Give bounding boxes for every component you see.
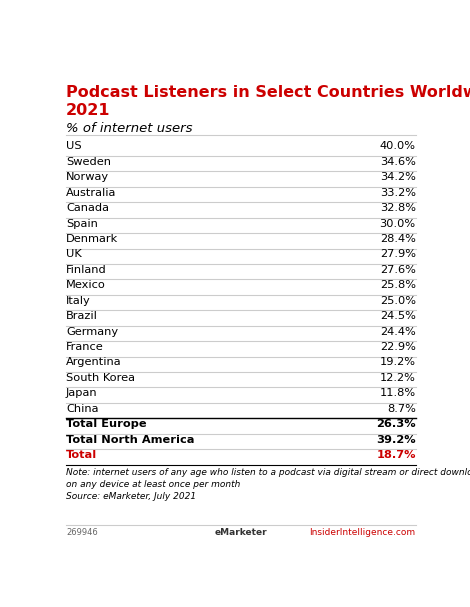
Text: eMarketer: eMarketer [215,528,267,537]
Text: InsiderIntelligence.com: InsiderIntelligence.com [310,528,415,537]
Text: Japan: Japan [66,388,98,398]
Text: Total: Total [66,450,97,460]
Text: China: China [66,404,99,413]
Text: Australia: Australia [66,188,117,198]
Text: Brazil: Brazil [66,311,98,321]
Text: Argentina: Argentina [66,358,122,367]
Text: Total North America: Total North America [66,435,195,444]
Text: US: US [66,141,82,152]
Text: 33.2%: 33.2% [380,188,415,198]
Text: Mexico: Mexico [66,280,106,290]
Text: 34.2%: 34.2% [380,172,415,182]
Text: 8.7%: 8.7% [387,404,415,413]
Text: 11.8%: 11.8% [380,388,415,398]
Text: 22.9%: 22.9% [380,342,415,352]
Text: 269946: 269946 [66,528,98,537]
Text: 26.3%: 26.3% [376,419,415,429]
Text: Norway: Norway [66,172,109,182]
Text: 32.8%: 32.8% [380,203,415,213]
Text: Canada: Canada [66,203,109,213]
Text: 39.2%: 39.2% [376,435,415,444]
Text: 19.2%: 19.2% [380,358,415,367]
Text: 30.0%: 30.0% [380,219,415,229]
Text: 27.6%: 27.6% [380,265,415,275]
Text: Finland: Finland [66,265,107,275]
Text: Germany: Germany [66,327,118,336]
Text: 12.2%: 12.2% [380,373,415,383]
Text: 28.4%: 28.4% [380,234,415,244]
Text: 27.9%: 27.9% [380,249,415,259]
Text: 40.0%: 40.0% [380,141,415,152]
Text: Podcast Listeners in Select Countries Worldwide,
2021: Podcast Listeners in Select Countries Wo… [66,84,470,118]
Text: 24.5%: 24.5% [380,311,415,321]
Text: South Korea: South Korea [66,373,135,383]
Text: 18.7%: 18.7% [376,450,415,460]
Text: Total Europe: Total Europe [66,419,147,429]
Text: 25.0%: 25.0% [380,296,415,306]
Text: 34.6%: 34.6% [380,157,415,167]
Text: UK: UK [66,249,82,259]
Text: France: France [66,342,104,352]
Text: Spain: Spain [66,219,98,229]
Text: Sweden: Sweden [66,157,111,167]
Text: 25.8%: 25.8% [380,280,415,290]
Text: % of internet users: % of internet users [66,122,193,135]
Text: Italy: Italy [66,296,91,306]
Text: Denmark: Denmark [66,234,118,244]
Text: Note: internet users of any age who listen to a podcast via digital stream or di: Note: internet users of any age who list… [66,468,470,501]
Text: 24.4%: 24.4% [380,327,415,336]
